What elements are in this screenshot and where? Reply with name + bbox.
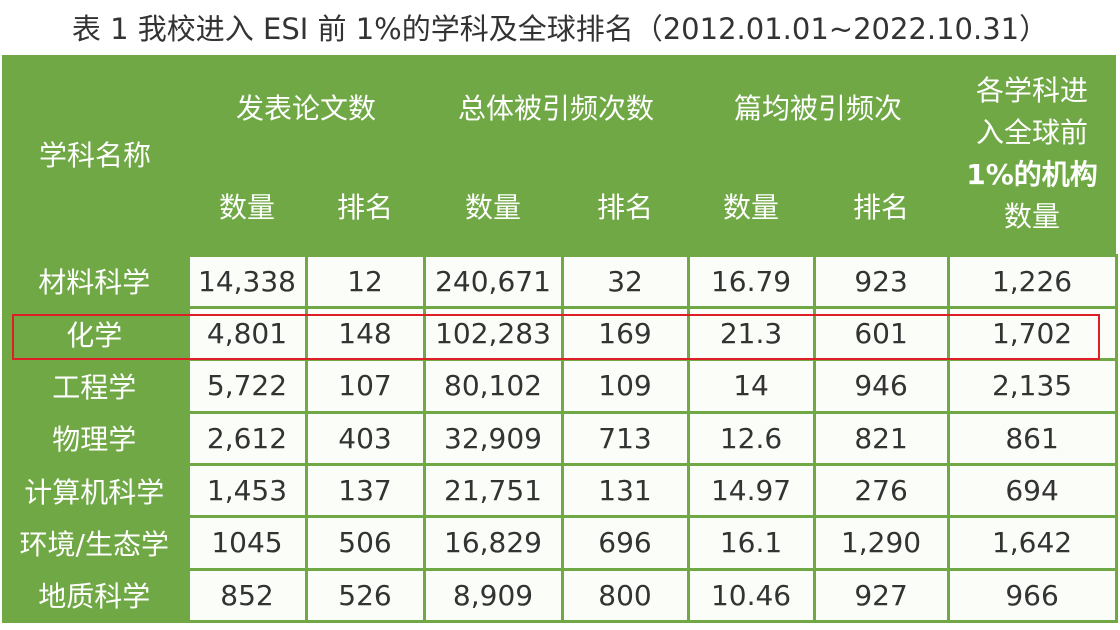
papers-rank: 403 bbox=[304, 410, 425, 465]
avg-citations-rank: 821 bbox=[812, 410, 949, 465]
citations-rank: 109 bbox=[560, 358, 689, 413]
avg-citations-count: 16.79 bbox=[686, 253, 815, 308]
papers-rank: 148 bbox=[304, 305, 425, 360]
avg-citations-rank: 276 bbox=[812, 462, 949, 517]
papers-rank: 12 bbox=[304, 253, 425, 308]
table-row: 环境/生态学 1045 506 16,829 696 16.1 1,290 1,… bbox=[2, 515, 1118, 570]
citations-count: 21,751 bbox=[422, 462, 563, 517]
institutions-count: 1,642 bbox=[946, 515, 1118, 570]
table-row: 计算机科学 1,453 137 21,751 131 14.97 276 694 bbox=[2, 462, 1118, 517]
papers-rank: 107 bbox=[304, 358, 425, 413]
avg-citations-rank: 601 bbox=[812, 305, 949, 360]
header-institutions-line: 1%的机构 bbox=[966, 158, 1098, 192]
subheader-avg-rank: 排名 bbox=[814, 159, 949, 255]
institutions-count: 1,226 bbox=[946, 253, 1118, 308]
table-caption: 表 1 我校进入 ESI 前 1%的学科及全球排名（2012.01.01~202… bbox=[71, 12, 1049, 46]
citations-count: 240,671 bbox=[422, 253, 563, 308]
avg-citations-count: 12.6 bbox=[686, 410, 815, 465]
institutions-count: 694 bbox=[946, 462, 1118, 517]
subject-name: 物理学 bbox=[2, 410, 188, 465]
table-row-highlighted: 化学 4,801 148 102,283 169 21.3 601 1,702 bbox=[2, 305, 1118, 360]
avg-citations-rank: 1,290 bbox=[812, 515, 949, 570]
table-row: 物理学 2,612 403 32,909 713 12.6 821 861 bbox=[2, 410, 1118, 465]
avg-citations-rank: 927 bbox=[812, 567, 949, 624]
citations-rank: 32 bbox=[560, 253, 689, 308]
institutions-count: 2,135 bbox=[946, 358, 1118, 413]
subheader-papers-rank: 排名 bbox=[306, 159, 425, 255]
avg-citations-count: 21.3 bbox=[686, 305, 815, 360]
header-institutions-line: 各学科进 bbox=[976, 74, 1089, 108]
papers-count: 852 bbox=[186, 567, 306, 624]
table-row: 材料科学 14,338 12 240,671 32 16.79 923 1,22… bbox=[2, 253, 1118, 308]
citations-rank: 169 bbox=[560, 305, 689, 360]
avg-citations-count: 16.1 bbox=[686, 515, 815, 570]
subject-name: 地质科学 bbox=[2, 567, 188, 624]
header-institutions-line: 数量 bbox=[1004, 200, 1061, 234]
header-avg-citations: 篇均被引频次 bbox=[688, 55, 949, 159]
subheader-citations-count: 数量 bbox=[424, 159, 563, 255]
avg-citations-rank: 923 bbox=[812, 253, 949, 308]
subject-name: 材料科学 bbox=[2, 253, 188, 308]
subheader-papers-count: 数量 bbox=[188, 159, 306, 255]
header-institutions: 各学科进 入全球前 1%的机构 数量 bbox=[948, 55, 1117, 255]
citations-rank: 713 bbox=[560, 410, 689, 465]
subject-name: 工程学 bbox=[2, 358, 188, 413]
citations-rank: 131 bbox=[560, 462, 689, 517]
institutions-count: 1,702 bbox=[946, 305, 1118, 360]
subject-name: 化学 bbox=[2, 305, 188, 360]
papers-count: 1045 bbox=[186, 515, 306, 570]
esi-ranking-table: 学科名称 发表论文数 总体被引频次数 篇均被引频次 各学科进 入全球前 1%的机… bbox=[2, 55, 1118, 624]
institutions-count: 966 bbox=[946, 567, 1118, 624]
header-subject: 学科名称 bbox=[2, 55, 188, 255]
papers-count: 2,612 bbox=[186, 410, 306, 465]
papers-count: 14,338 bbox=[186, 253, 306, 308]
citations-count: 102,283 bbox=[422, 305, 563, 360]
header-citations: 总体被引频次数 bbox=[424, 55, 689, 159]
citations-rank: 696 bbox=[560, 515, 689, 570]
table-row: 地质科学 852 526 8,909 800 10.46 927 966 bbox=[2, 567, 1118, 624]
header-institutions-line: 入全球前 bbox=[976, 116, 1089, 150]
citations-count: 32,909 bbox=[422, 410, 563, 465]
institutions-count: 861 bbox=[946, 410, 1118, 465]
citations-count: 8,909 bbox=[422, 567, 563, 624]
papers-count: 5,722 bbox=[186, 358, 306, 413]
avg-citations-count: 14.97 bbox=[686, 462, 815, 517]
avg-citations-count: 14 bbox=[686, 358, 815, 413]
papers-count: 4,801 bbox=[186, 305, 306, 360]
papers-rank: 506 bbox=[304, 515, 425, 570]
subject-name: 计算机科学 bbox=[2, 462, 188, 517]
avg-citations-rank: 946 bbox=[812, 358, 949, 413]
papers-rank: 137 bbox=[304, 462, 425, 517]
table-row: 工程学 5,722 107 80,102 109 14 946 2,135 bbox=[2, 358, 1118, 413]
subheader-avg-count: 数量 bbox=[688, 159, 815, 255]
subheader-citations-rank: 排名 bbox=[562, 159, 689, 255]
citations-count: 80,102 bbox=[422, 358, 563, 413]
avg-citations-count: 10.46 bbox=[686, 567, 815, 624]
papers-rank: 526 bbox=[304, 567, 425, 624]
papers-count: 1,453 bbox=[186, 462, 306, 517]
subject-name: 环境/生态学 bbox=[2, 515, 188, 570]
header-papers: 发表论文数 bbox=[188, 55, 425, 159]
citations-rank: 800 bbox=[560, 567, 689, 624]
citations-count: 16,829 bbox=[422, 515, 563, 570]
